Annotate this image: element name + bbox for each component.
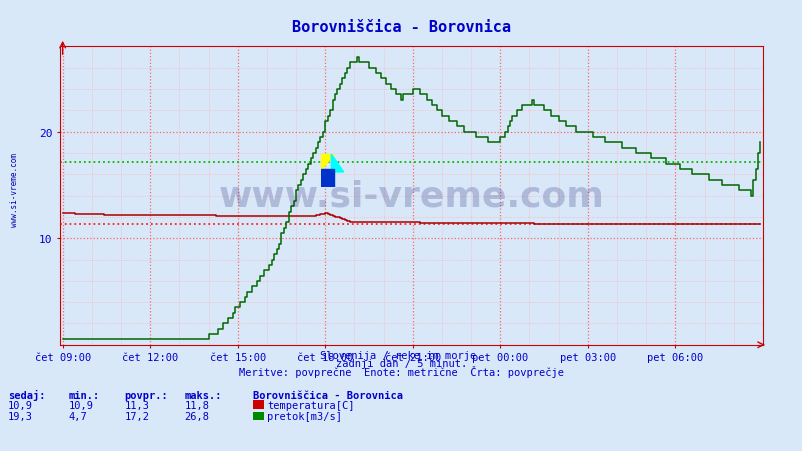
Text: Borovniščica - Borovnica: Borovniščica - Borovnica — [253, 390, 403, 400]
Text: 19,3: 19,3 — [8, 411, 33, 421]
Text: temperatura[C]: temperatura[C] — [267, 400, 354, 410]
Text: 4,7: 4,7 — [68, 411, 87, 421]
Text: Slovenija / reke in morje.: Slovenija / reke in morje. — [320, 350, 482, 360]
Text: zadnji dan / 5 minut.: zadnji dan / 5 minut. — [335, 359, 467, 368]
Text: www.si-vreme.com: www.si-vreme.com — [10, 152, 18, 226]
Polygon shape — [321, 155, 333, 169]
Text: povpr.:: povpr.: — [124, 390, 168, 400]
Text: 11,8: 11,8 — [184, 400, 209, 410]
Text: min.:: min.: — [68, 390, 99, 400]
Text: 26,8: 26,8 — [184, 411, 209, 421]
Text: pretok[m3/s]: pretok[m3/s] — [267, 411, 342, 421]
Text: 10,9: 10,9 — [68, 400, 93, 410]
Text: 17,2: 17,2 — [124, 411, 149, 421]
Text: Meritve: povprečne  Enote: metrične  Črta: povprečje: Meritve: povprečne Enote: metrične Črta:… — [239, 365, 563, 377]
Text: 10,9: 10,9 — [8, 400, 33, 410]
Text: maks.:: maks.: — [184, 390, 222, 400]
Text: www.si-vreme.com: www.si-vreme.com — [218, 179, 604, 213]
Polygon shape — [331, 155, 343, 173]
Polygon shape — [321, 169, 333, 187]
Text: sedaj:: sedaj: — [8, 389, 46, 400]
Text: Borovniščica - Borovnica: Borovniščica - Borovnica — [292, 20, 510, 35]
Text: 11,3: 11,3 — [124, 400, 149, 410]
